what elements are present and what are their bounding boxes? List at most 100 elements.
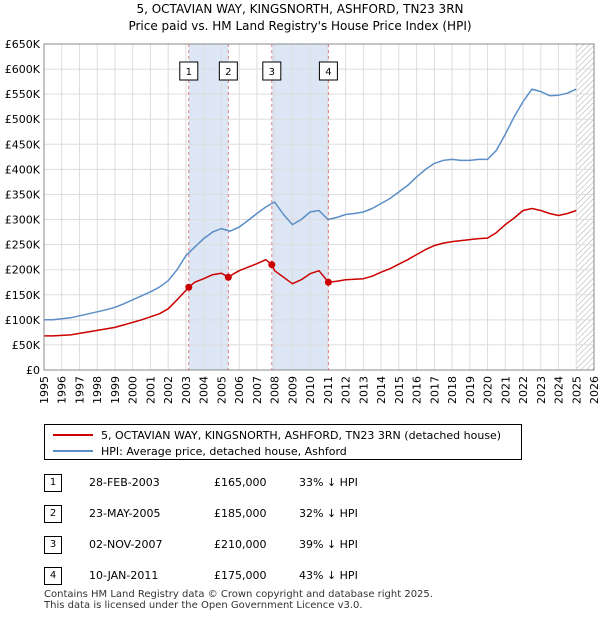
sale-hpi-diff: 43% ↓ HPI — [299, 569, 358, 582]
x-tick-label: 2025 — [570, 376, 583, 404]
sale-marker-label: 2 — [218, 61, 238, 81]
chart-subtitle: Price paid vs. HM Land Registry's House … — [128, 19, 472, 33]
legend: 5, OCTAVIAN WAY, KINGSNORTH, ASHFORD, TN… — [44, 424, 522, 460]
sale-number-badge: 1 — [44, 474, 62, 492]
x-tick-label: 2015 — [393, 376, 406, 404]
y-tick-label: £550K — [5, 88, 41, 101]
y-tick-label: £600K — [5, 63, 41, 76]
y-tick-label: £500K — [5, 113, 41, 126]
x-tick-label: 2023 — [535, 376, 548, 404]
sale-period-shade — [271, 44, 329, 370]
y-tick-label: £0 — [26, 364, 40, 377]
sale-marker-box — [179, 61, 199, 81]
legend-swatch-hpi — [53, 450, 93, 452]
table-row: 2 23-MAY-2005 £185,000 32% ↓ HPI — [44, 503, 444, 534]
x-tick-label: 2011 — [322, 376, 335, 404]
sale-price: £175,000 — [214, 569, 267, 582]
y-tick-label: £300K — [5, 214, 41, 227]
legend-label-hpi: HPI: Average price, detached house, Ashf… — [101, 444, 347, 458]
table-row: 1 28-FEB-2003 £165,000 33% ↓ HPI — [44, 472, 444, 503]
x-tick-label: 2004 — [198, 376, 211, 404]
x-tick-label: 2013 — [357, 376, 370, 404]
sale-marker-label: 1 — [179, 61, 199, 81]
x-tick-label: 2006 — [233, 376, 246, 404]
sale-price: £165,000 — [214, 476, 267, 489]
sale-date: 02-NOV-2007 — [89, 538, 163, 551]
footer-line-copyright: Contains HM Land Registry data © Crown c… — [44, 589, 433, 600]
sale-number-badge: 2 — [44, 505, 62, 523]
forecast-hatch — [576, 44, 594, 370]
x-tick-label: 1995 — [38, 376, 51, 404]
y-tick-label: £650K — [5, 38, 41, 51]
y-tick-label: £150K — [5, 289, 41, 302]
legend-swatch-property — [53, 434, 93, 436]
x-tick-label: 2010 — [304, 376, 317, 404]
sale-point — [324, 278, 332, 286]
y-tick-label: £100K — [5, 314, 41, 327]
sale-point — [224, 273, 232, 281]
y-tick-label: £400K — [5, 163, 41, 176]
y-tick-label: £450K — [5, 138, 41, 151]
x-tick-label: 2001 — [144, 376, 157, 404]
sale-marker-label: 3 — [262, 61, 282, 81]
sale-point — [185, 283, 193, 291]
sale-date: 23-MAY-2005 — [89, 507, 161, 520]
table-row: 4 10-JAN-2011 £175,000 43% ↓ HPI — [44, 565, 444, 596]
sale-number-badge: 3 — [44, 536, 62, 554]
y-tick-label: £200K — [5, 264, 41, 277]
sale-price: £210,000 — [214, 538, 267, 551]
x-tick-label: 2020 — [482, 376, 495, 404]
footer-attribution: Contains HM Land Registry data © Crown c… — [44, 589, 433, 611]
x-tick-label: 1997 — [73, 376, 86, 404]
x-tick-label: 2024 — [553, 376, 566, 404]
legend-label-property: 5, OCTAVIAN WAY, KINGSNORTH, ASHFORD, TN… — [101, 428, 502, 442]
sale-marker-box — [318, 61, 338, 81]
sale-price: £185,000 — [214, 507, 267, 520]
hpi-series-line — [44, 88, 577, 321]
sale-number-badge: 4 — [44, 567, 62, 585]
x-tick-label: 2021 — [499, 376, 512, 404]
sale-hpi-diff: 32% ↓ HPI — [299, 507, 358, 520]
x-tick-label: 2003 — [180, 376, 193, 404]
sales-table: 1 28-FEB-2003 £165,000 33% ↓ HPI 2 23-MA… — [44, 472, 444, 596]
plot-frame — [43, 43, 595, 371]
sale-date: 10-JAN-2011 — [89, 569, 159, 582]
sale-marker-box — [262, 61, 282, 81]
x-tick-label: 1999 — [109, 376, 122, 404]
x-tick-label: 2022 — [517, 376, 530, 404]
sale-marker-number: 3 — [269, 67, 275, 78]
sale-hpi-diff: 33% ↓ HPI — [299, 476, 358, 489]
chart-title: 5, OCTAVIAN WAY, KINGSNORTH, ASHFORD, TN… — [136, 2, 464, 16]
sale-hpi-diff: 39% ↓ HPI — [299, 538, 358, 551]
x-tick-label: 2005 — [215, 376, 228, 404]
x-tick-label: 2018 — [446, 376, 459, 404]
x-tick-label: 2016 — [411, 376, 424, 404]
sale-marker-number: 4 — [325, 67, 331, 78]
y-tick-label: £250K — [5, 239, 41, 252]
y-tick-label: £50K — [12, 339, 41, 352]
x-tick-label: 2009 — [286, 376, 299, 404]
legend-item-property: 5, OCTAVIAN WAY, KINGSNORTH, ASHFORD, TN… — [53, 427, 501, 443]
y-tick-label: £350K — [5, 188, 41, 201]
x-tick-label: 2026 — [588, 376, 600, 404]
x-tick-label: 1998 — [91, 376, 104, 404]
sale-point — [268, 261, 276, 269]
x-tick-label: 2007 — [251, 376, 264, 404]
x-tick-label: 2008 — [269, 376, 282, 404]
x-tick-label: 2014 — [375, 376, 388, 404]
x-tick-label: 2017 — [428, 376, 441, 404]
property-series-line — [44, 207, 577, 337]
table-row: 3 02-NOV-2007 £210,000 39% ↓ HPI — [44, 534, 444, 565]
x-tick-label: 2002 — [162, 376, 175, 404]
price-chart: 1 2 3 4 £0 £50K £100K £150K £200K £250K £300K £350K… — [5, 38, 600, 404]
sale-period-shade — [188, 44, 229, 370]
x-tick-label: 2000 — [127, 376, 140, 404]
sale-marker-label: 4 — [318, 61, 338, 81]
footer-line-licence: This data is licensed under the Open Gov… — [44, 600, 363, 611]
sale-marker-box — [218, 61, 238, 81]
legend-item-hpi: HPI: Average price, detached house, Ashf… — [53, 443, 347, 459]
sale-marker-number: 2 — [225, 67, 231, 78]
sale-marker-number: 1 — [186, 67, 192, 78]
x-tick-label: 1996 — [56, 376, 69, 404]
x-tick-label: 2019 — [464, 376, 477, 404]
